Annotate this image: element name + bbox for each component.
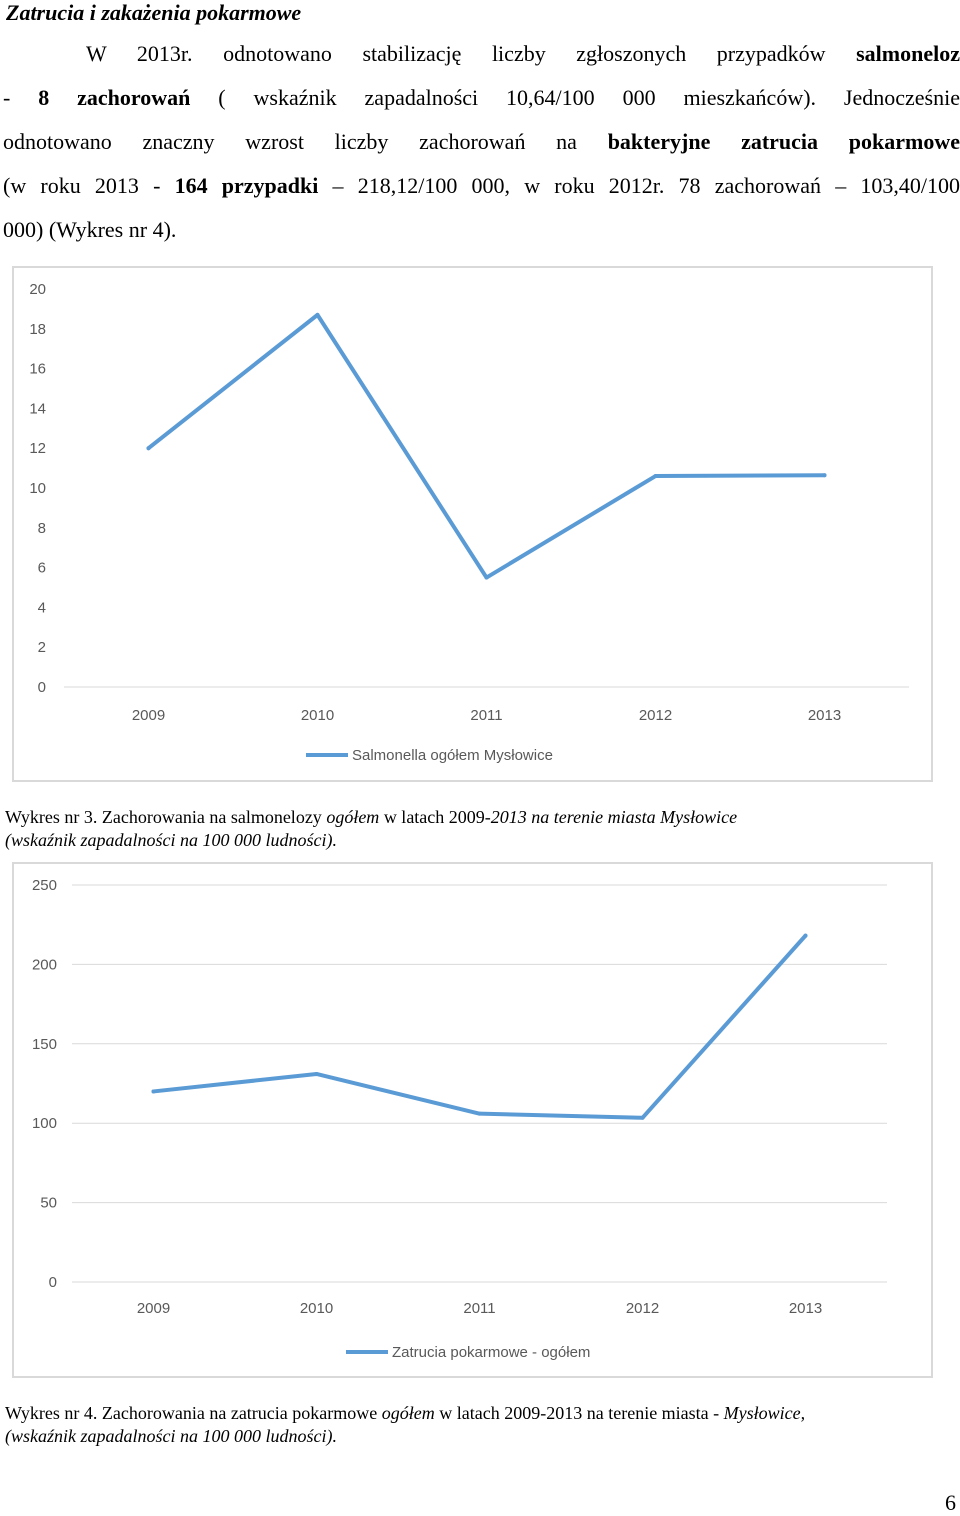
x-tick-label: 2009 (132, 707, 165, 724)
y-tick-label: 10 (29, 480, 46, 497)
paragraph-line-1: W 2013r. odnotowano stabilizację liczby … (3, 32, 960, 76)
caption-text: Wykres nr 3. Zachorowania na salmonelozy (5, 807, 327, 827)
x-tick-label: 2010 (300, 1300, 333, 1317)
x-tick-label: 2011 (470, 707, 502, 724)
x-tick-label: 2011 (463, 1300, 495, 1317)
y-tick-label: 150 (32, 1036, 57, 1053)
chart-caption-4: Wykres nr 4. Zachorowania na zatrucia po… (5, 1402, 960, 1448)
paragraph-line-4: (w roku 2013 - 164 przypadki – 218,12/10… (3, 164, 960, 208)
paragraph-bold: 8 zachorowań (38, 85, 191, 110)
data-point (151, 1089, 156, 1094)
y-tick-label: 6 (38, 560, 46, 577)
y-tick-label: 16 (29, 361, 46, 378)
y-tick-label: 20 (29, 281, 46, 298)
caption-text: w latach 2009- (379, 807, 491, 827)
series-line (151, 933, 808, 1120)
intro-paragraph: W 2013r. odnotowano stabilizację liczby … (3, 32, 960, 252)
data-point (315, 312, 320, 317)
data-point (803, 933, 808, 938)
y-tick-label: 4 (38, 599, 46, 616)
y-tick-label: 250 (32, 877, 57, 894)
caption-italic: (wskaźnik zapadalności na 100 000 ludnoś… (5, 830, 337, 850)
y-tick-label: 200 (32, 956, 57, 973)
data-point (822, 473, 827, 478)
legend-label: Salmonella ogółem Mysłowice (352, 747, 553, 764)
paragraph-text: ( wskaźnik zapadalności 10,64/100 000 mi… (190, 85, 960, 110)
paragraph-line-3: odnotowano znaczny wzrost liczby zachoro… (3, 120, 960, 164)
series-line (146, 312, 827, 580)
x-tick-label: 2013 (808, 707, 841, 724)
paragraph-text: - (3, 85, 39, 110)
x-tick-label: 2010 (301, 707, 334, 724)
page-number: 6 (945, 1490, 956, 1515)
y-tick-label: 12 (29, 440, 46, 457)
paragraph-line-5: 000) (Wykres nr 4). (3, 217, 177, 242)
caption-italic: 2013 na terenie miasta Mysłowice (490, 807, 738, 827)
caption-italic: Mysłowice, (723, 1403, 806, 1423)
x-tick-label: 2013 (789, 1300, 822, 1317)
salmonella-chart: 0 2 4 6 8 10 12 14 16 18 20 2009 2010 2011 2012 2013 Sal… (12, 266, 933, 782)
paragraph-line-2: - 8 zachorowań ( wskaźnik zapadalności 1… (3, 76, 960, 120)
data-point (653, 474, 658, 479)
data-point (484, 575, 489, 580)
paragraph-text: – 218,12/100 000, w roku 2012r. 78 zacho… (318, 173, 960, 198)
paragraph-bold: 164 przypadki (174, 173, 319, 198)
food-poisoning-chart: 0 50 100 150 200 250 2009 2010 2011 2012 2013 Zatru… (12, 862, 933, 1378)
paragraph-text: W 2013r. odnotowano stabilizację liczby … (86, 41, 857, 66)
salmonella-chart-svg: 0 2 4 6 8 10 12 14 16 18 20 2009 2010 2011 2012 2013 Sal… (29, 281, 909, 764)
data-point (146, 446, 151, 451)
caption-text: Wykres nr 4. Zachorowania na zatrucia po… (5, 1403, 382, 1423)
paragraph-bold: salmoneloz (856, 41, 960, 66)
data-point (314, 1071, 319, 1076)
food-poisoning-chart-svg: 0 50 100 150 200 250 2009 2010 2011 2012 2013 Zatru… (32, 877, 887, 1361)
paragraph-bold: bakteryjne zatrucia pokarmowe (607, 129, 960, 154)
y-tick-label: 0 (38, 679, 46, 696)
y-tick-label: 100 (32, 1115, 57, 1132)
x-tick-label: 2009 (137, 1300, 170, 1317)
paragraph-text: odnotowano znaczny wzrost liczby zachoro… (3, 129, 608, 154)
caption-text: w latach 2009-2013 na terenie miasta - (434, 1403, 724, 1423)
data-point (477, 1111, 482, 1116)
data-point (640, 1115, 645, 1120)
section-heading: Zatrucia i zakażenia pokarmowe (6, 0, 302, 25)
legend-label: Zatrucia pokarmowe - ogółem (392, 1344, 590, 1361)
y-tick-label: 14 (29, 400, 46, 417)
y-tick-label: 2 (38, 639, 46, 656)
paragraph-text: (w roku 2013 - (3, 173, 175, 198)
y-tick-label: 50 (40, 1195, 57, 1212)
y-tick-label: 8 (38, 520, 46, 537)
y-tick-label: 0 (49, 1274, 57, 1291)
x-tick-label: 2012 (639, 707, 672, 724)
caption-italic: (wskaźnik zapadalności na 100 000 ludnoś… (5, 1426, 337, 1446)
caption-italic: ogółem (381, 1403, 435, 1423)
x-tick-label: 2012 (626, 1300, 659, 1317)
y-tick-label: 18 (29, 321, 46, 338)
caption-italic: ogółem (326, 807, 380, 827)
chart-caption-3: Wykres nr 3. Zachorowania na salmonelozy… (5, 806, 960, 852)
